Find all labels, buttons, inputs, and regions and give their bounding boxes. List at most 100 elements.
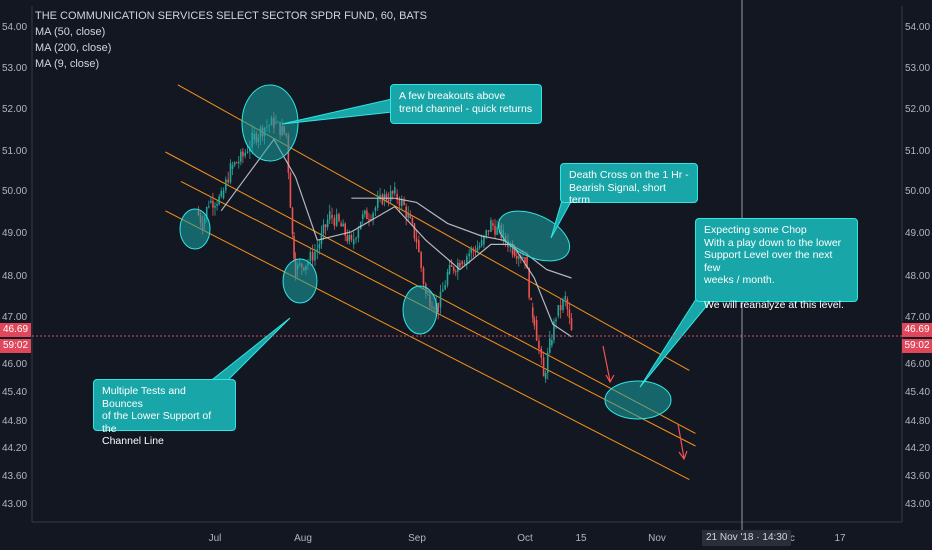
candle-body	[231, 165, 234, 169]
current-price-label-left: 46.69	[0, 323, 31, 337]
candle-body	[331, 215, 333, 218]
price-tick-left: 48.00	[2, 271, 27, 282]
ellipse-june-low	[179, 208, 211, 250]
candle-body	[379, 194, 381, 199]
candle-body	[485, 230, 488, 236]
candle-body	[564, 296, 567, 300]
note-bounces[interactable]: Multiple Tests and Bounces of the Lower …	[93, 379, 236, 447]
candle-body	[370, 219, 372, 221]
candle-body	[461, 261, 464, 265]
note-breakouts[interactable]: A few breakouts above trend channel - qu…	[390, 84, 542, 124]
indicator-ma-200[interactable]: MA (200, close)	[35, 42, 111, 54]
candle-body	[326, 219, 329, 228]
candle-body	[344, 223, 346, 236]
candle-body	[400, 199, 403, 206]
candle-body	[244, 152, 247, 157]
candle-body	[328, 211, 331, 220]
candle-body	[559, 304, 562, 311]
indicator-ma-50[interactable]: MA (50, close)	[35, 26, 105, 38]
candle-body	[468, 253, 470, 257]
candle-body	[533, 317, 536, 326]
candle-body	[309, 252, 312, 262]
candle-body	[242, 151, 244, 157]
price-axes: 54.00 54.00 53.00 53.00 52.00 52.00 51.00 51.00…	[2, 6, 930, 522]
candle-body	[342, 223, 344, 227]
candle-body	[396, 194, 398, 200]
candle-body	[316, 249, 319, 252]
candle-body	[368, 219, 370, 221]
candle-body	[227, 179, 229, 183]
candle-body	[333, 217, 336, 226]
candle-body	[394, 187, 396, 194]
candle-body	[212, 200, 214, 208]
ellipse-breakout	[241, 84, 299, 162]
candle-body	[437, 302, 439, 313]
candle-body	[448, 265, 451, 274]
candle-body	[205, 207, 208, 218]
candle-body	[511, 244, 514, 255]
candle-body	[518, 256, 520, 259]
note-death-cross[interactable]: Death Cross on the 1 Hr - Bearish Signal…	[560, 163, 698, 206]
price-tick-right: 43.60	[905, 471, 930, 482]
candle-body	[551, 340, 553, 346]
ma-200-line	[351, 197, 572, 279]
candle-body	[346, 235, 349, 242]
crosshair-time-label: 21 Nov '18 · 14:30	[702, 530, 792, 546]
price-tick-right: 54.00	[905, 22, 930, 33]
candle-body	[452, 266, 455, 272]
indicator-ma-9[interactable]: MA (9, close)	[35, 58, 99, 70]
note-chop[interactable]: Expecting some Chop With a play down to …	[695, 218, 858, 311]
candle-body	[366, 210, 368, 220]
candle-body	[372, 213, 374, 220]
candle-body	[555, 319, 557, 322]
candle-body	[490, 220, 492, 232]
candle-body	[528, 268, 530, 298]
candle-body	[210, 200, 212, 203]
price-tick-left: 44.20	[2, 443, 27, 454]
arrow-down-1	[602, 345, 615, 384]
current-price-label-right: 46.69	[902, 323, 932, 337]
price-tick-right: 44.80	[905, 416, 930, 427]
candle-body	[385, 194, 388, 201]
candle-body	[208, 206, 210, 208]
candle-body	[444, 284, 446, 290]
candle-body	[350, 234, 353, 240]
candle-body	[318, 244, 321, 249]
candle-body	[403, 199, 405, 205]
candle-body	[287, 135, 290, 173]
candle-body	[557, 304, 560, 316]
candle-body	[454, 271, 457, 273]
price-tick-right: 48.00	[905, 271, 930, 282]
candle-body	[352, 239, 355, 245]
candle-body	[220, 191, 222, 197]
candle-body	[338, 214, 340, 221]
ellipse-july-bounce	[282, 258, 318, 304]
time-tick: 17	[834, 533, 846, 544]
candle-body	[389, 191, 392, 202]
time-tick: 15	[575, 533, 587, 544]
candle-body	[515, 256, 518, 259]
candle-body	[391, 191, 394, 194]
candle-body	[562, 299, 564, 311]
candle-body	[381, 194, 384, 205]
time-tick: Jul	[209, 533, 222, 544]
candle-body	[466, 256, 468, 263]
price-tick-left: 45.40	[2, 387, 27, 398]
candle-body	[483, 235, 485, 245]
price-tick-left: 51.00	[2, 146, 27, 157]
candle-body	[340, 223, 342, 227]
candle-body	[225, 179, 227, 191]
price-tick-right: 49.00	[905, 228, 930, 239]
ellipse-death-cross	[497, 210, 571, 262]
price-tick-left: 43.00	[2, 499, 27, 510]
candle-body	[216, 204, 218, 206]
ellipse-sep-bounce	[402, 285, 438, 335]
candle-body	[376, 198, 379, 208]
candle-body	[240, 151, 242, 162]
candle-body	[355, 237, 357, 240]
price-tick-left: 54.00	[2, 22, 27, 33]
candle-body	[446, 271, 449, 285]
candle-body	[222, 190, 225, 199]
price-tick-right: 53.00	[905, 63, 930, 74]
